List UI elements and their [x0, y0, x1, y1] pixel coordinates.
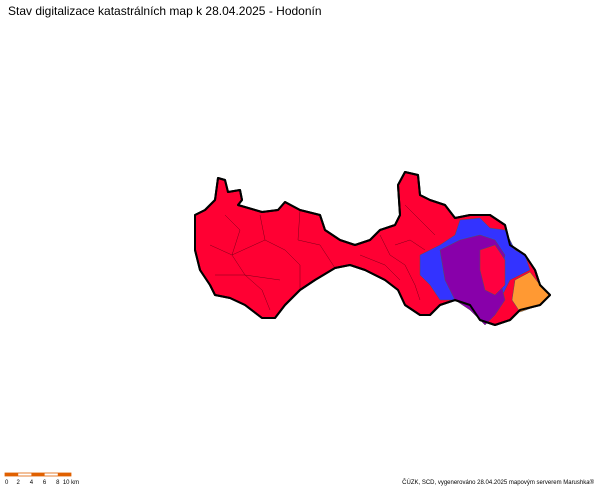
scale-label: 6 — [43, 480, 47, 486]
district-outline — [194, 171, 551, 326]
scale-segment — [57, 473, 71, 476]
scale-label: 2 — [17, 480, 21, 486]
municipal-borders — [209, 204, 436, 311]
scale-bar — [4, 472, 72, 477]
scale-segment — [5, 473, 19, 476]
scale-label: 0 — [5, 480, 9, 486]
map-title: Stav digitalizace katastrálních map k 28… — [8, 4, 322, 18]
district — [194, 171, 551, 326]
scale-labels: 0 2 4 6 8 10 km — [5, 480, 79, 486]
scale-label: 8 — [56, 480, 60, 486]
region-crimson — [479, 244, 506, 296]
scale-label: 4 — [30, 480, 34, 486]
scale-label: 10 km — [63, 480, 79, 486]
scale-segment — [31, 473, 45, 476]
credit: ČÚZK, SCD, vygenerováno 28.04.2025 mapov… — [402, 479, 594, 486]
